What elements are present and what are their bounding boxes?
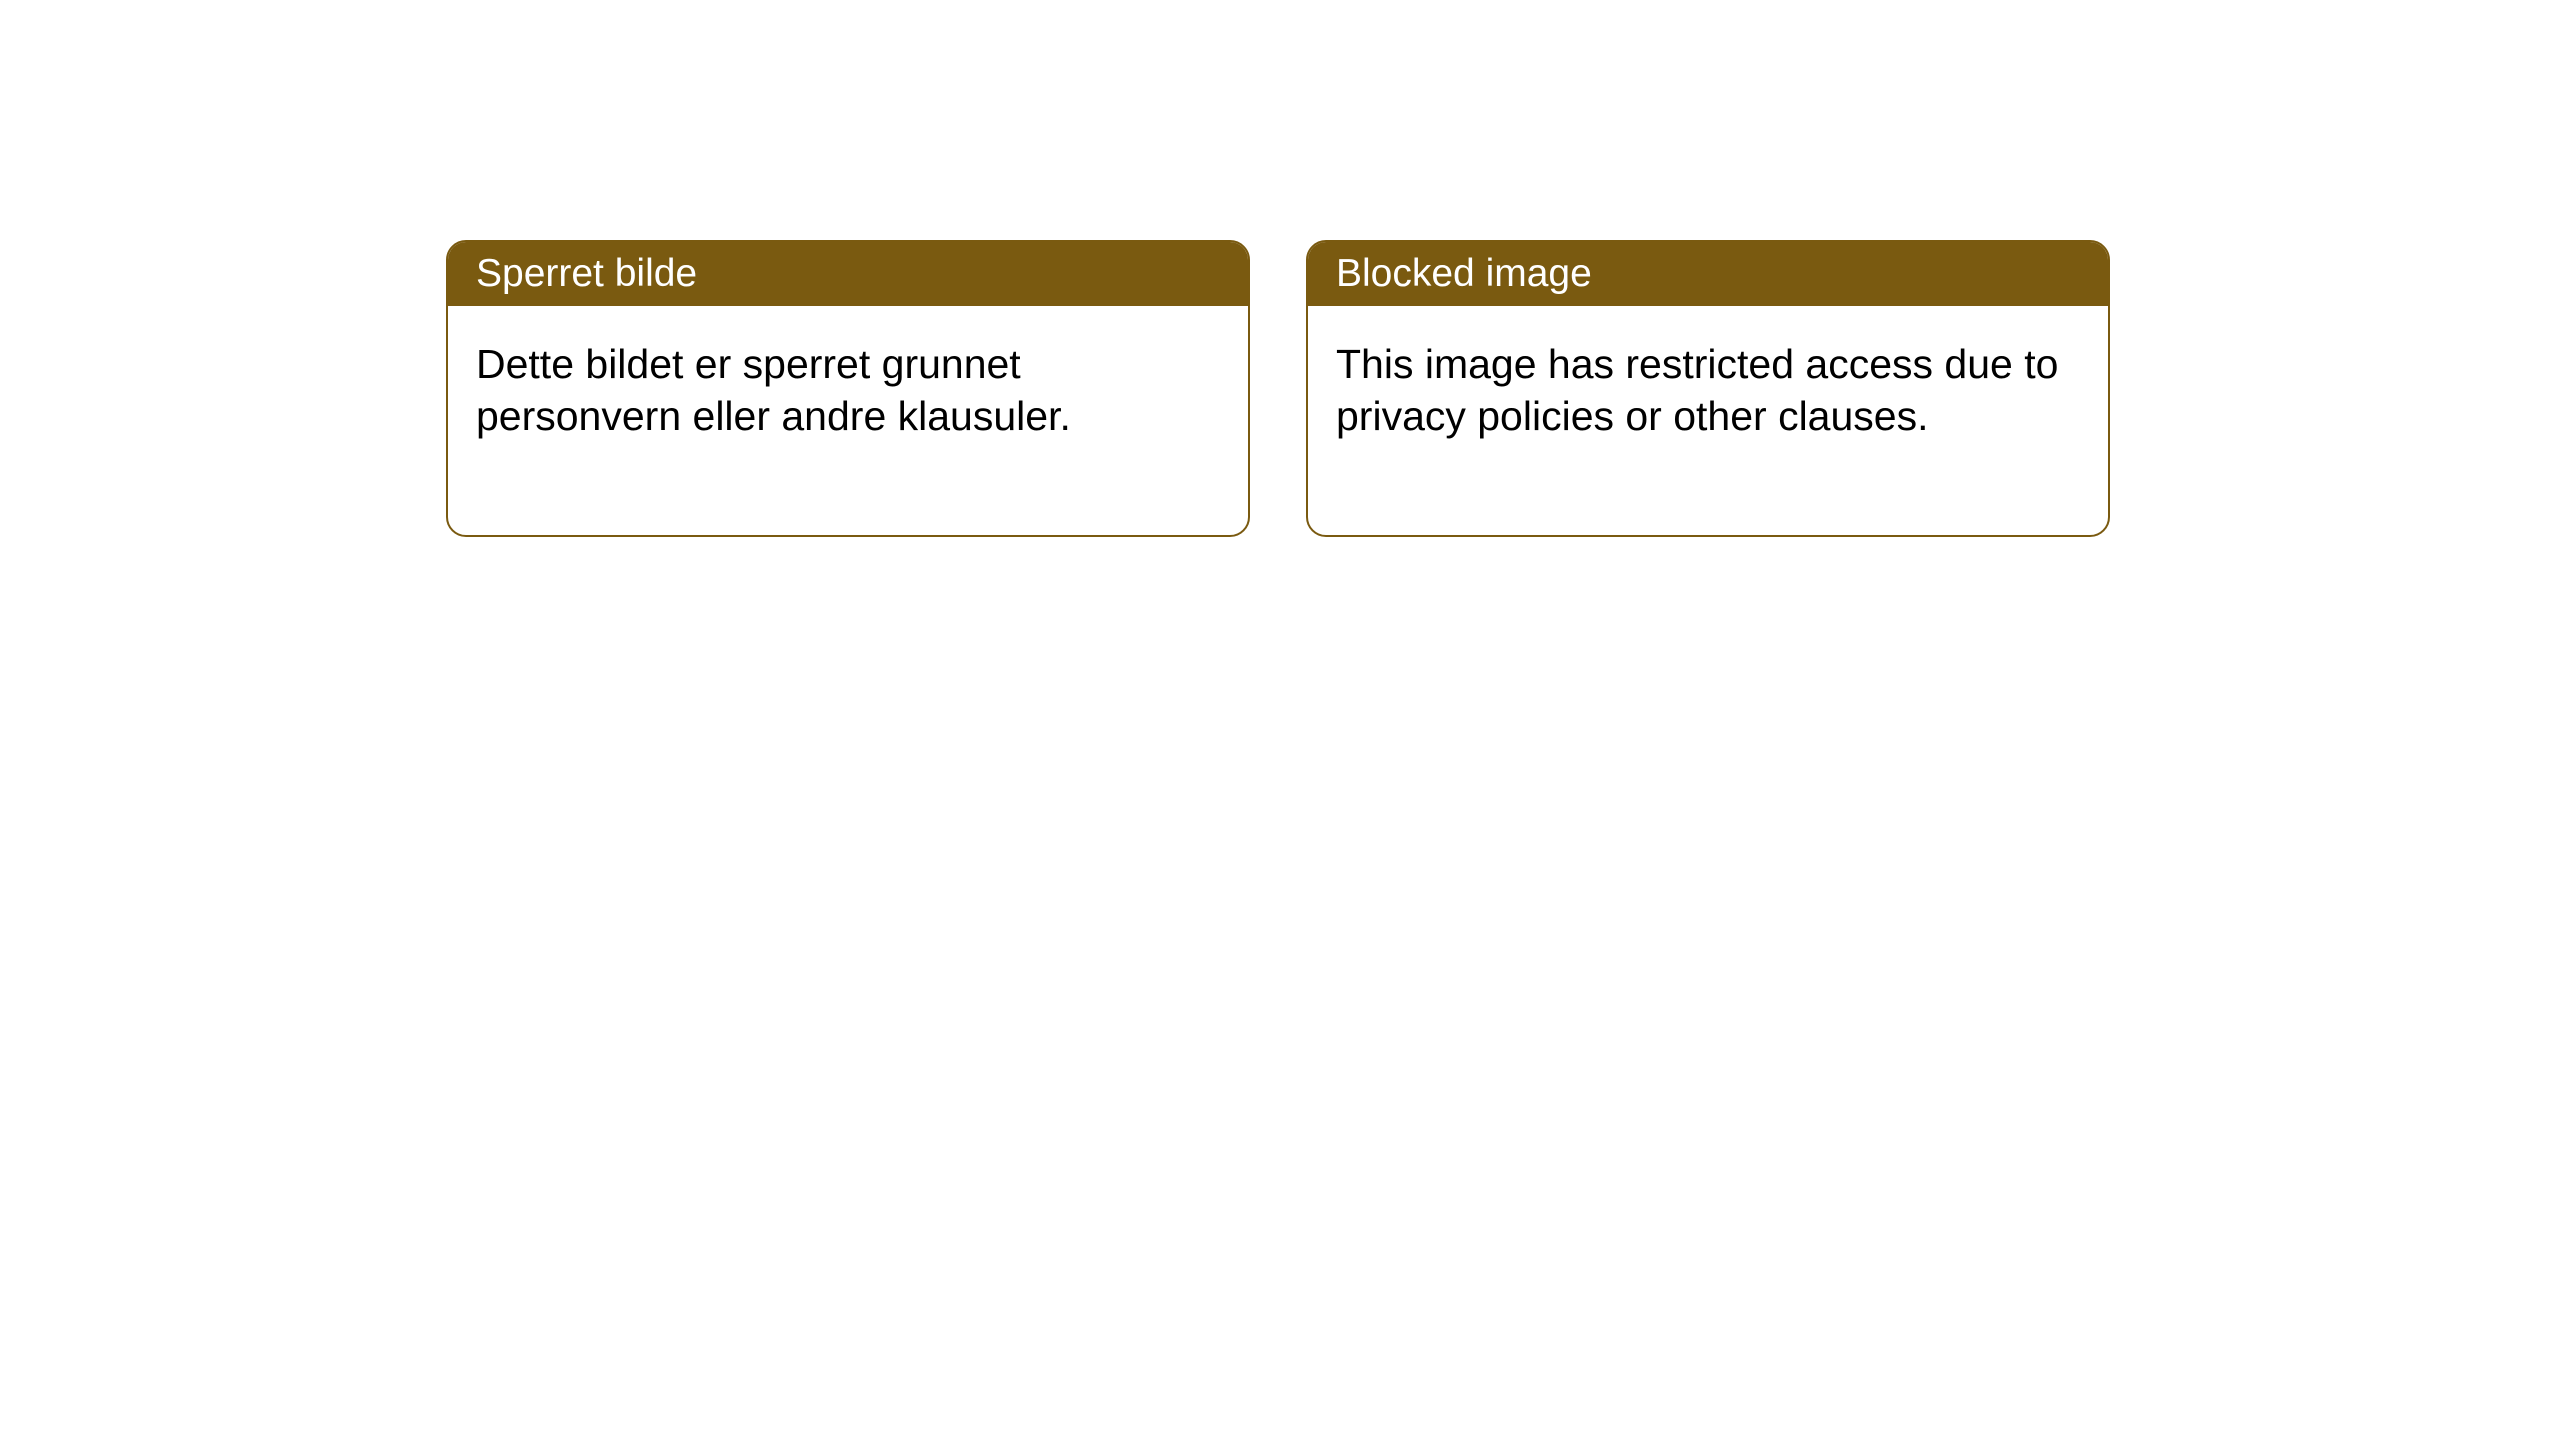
card-header-text: Blocked image [1336, 252, 1592, 295]
blocked-image-notices: Sperret bilde Dette bildet er sperret gr… [446, 240, 2560, 537]
blocked-image-card-no: Sperret bilde Dette bildet er sperret gr… [446, 240, 1250, 537]
card-body: This image has restricted access due to … [1308, 306, 2108, 535]
card-body-text: This image has restricted access due to … [1336, 341, 2058, 439]
card-header-text: Sperret bilde [476, 252, 697, 295]
card-header: Blocked image [1308, 242, 2108, 306]
blocked-image-card-en: Blocked image This image has restricted … [1306, 240, 2110, 537]
card-body: Dette bildet er sperret grunnet personve… [448, 306, 1248, 535]
card-header: Sperret bilde [448, 242, 1248, 306]
card-body-text: Dette bildet er sperret grunnet personve… [476, 341, 1071, 439]
